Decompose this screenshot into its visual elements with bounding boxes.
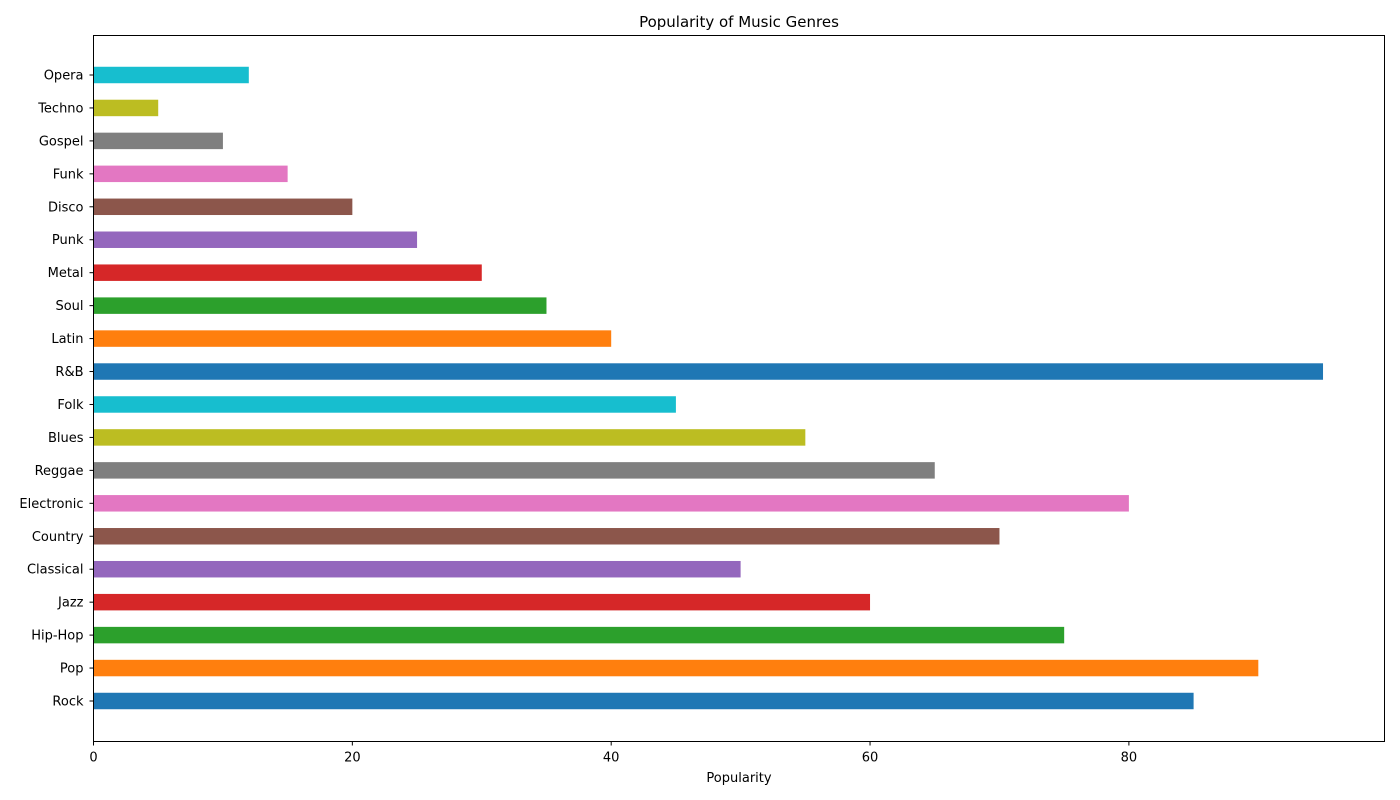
y-tick-label-blues: Blues: [48, 431, 84, 446]
y-tick-label-soul: Soul: [55, 299, 83, 314]
x-tick-label-20: 20: [344, 751, 361, 766]
bar-latin: [93, 330, 612, 347]
bar-jazz: [93, 593, 871, 611]
plot-frame: [93, 35, 1385, 742]
y-tick-label-pop: Pop: [60, 662, 84, 677]
y-tick-label-funk: Funk: [53, 167, 84, 182]
bar-folk: [93, 396, 676, 413]
y-tick-label-opera: Opera: [44, 69, 84, 84]
plot-area: [93, 66, 1324, 710]
bar-disco: [93, 198, 353, 216]
bar-metal: [93, 264, 482, 281]
y-tick-label-gospel: Gospel: [39, 134, 84, 149]
x-tick-label-60: 60: [862, 751, 879, 766]
bar-rock: [93, 692, 1194, 710]
y-tick-label-jazz: Jazz: [57, 596, 84, 611]
y-tick-label-hip-hop: Hip-Hop: [31, 629, 83, 644]
bar-hip-hop: [93, 626, 1065, 644]
y-tick-label-electronic: Electronic: [19, 497, 83, 512]
x-axis-label: Popularity: [706, 771, 771, 786]
bar-soul: [93, 297, 547, 314]
y-tick-label-latin: Latin: [51, 332, 83, 347]
y-tick-label-reggae: Reggae: [35, 464, 84, 479]
y-tick-label-classical: Classical: [27, 563, 84, 578]
y-axis: Rock Pop Hip-Hop Jazz Classical Country Electr…: [19, 69, 94, 710]
y-tick-label-randb: R&B: [55, 365, 83, 380]
bar-country: [93, 528, 1000, 545]
bar-gospel: [93, 132, 223, 150]
y-tick-label-techno: Techno: [37, 101, 83, 116]
bar-electronic: [93, 495, 1129, 512]
y-tick-label-disco: Disco: [48, 200, 84, 215]
bar-opera: [93, 66, 249, 84]
x-tick-label-40: 40: [603, 751, 620, 766]
x-axis: 0 20 40 60 80: [89, 741, 1138, 766]
bar-techno: [93, 99, 159, 117]
x-tick-label-0: 0: [89, 751, 97, 766]
bar-funk: [93, 165, 288, 183]
y-tick-label-punk: Punk: [52, 233, 84, 248]
y-tick-label-metal: Metal: [48, 266, 84, 281]
x-tick-label-80: 80: [1121, 751, 1138, 766]
bar-reggae: [93, 462, 935, 479]
y-tick-label-country: Country: [32, 530, 84, 545]
bar-pop: [93, 659, 1259, 677]
bar-blues: [93, 429, 806, 446]
bar-randb: [93, 363, 1324, 380]
bar-classical: [93, 560, 741, 578]
bar-punk: [93, 231, 418, 248]
y-tick-label-folk: Folk: [57, 398, 84, 413]
chart-title: Popularity of Music Genres: [639, 13, 839, 31]
y-tick-label-rock: Rock: [52, 695, 84, 710]
